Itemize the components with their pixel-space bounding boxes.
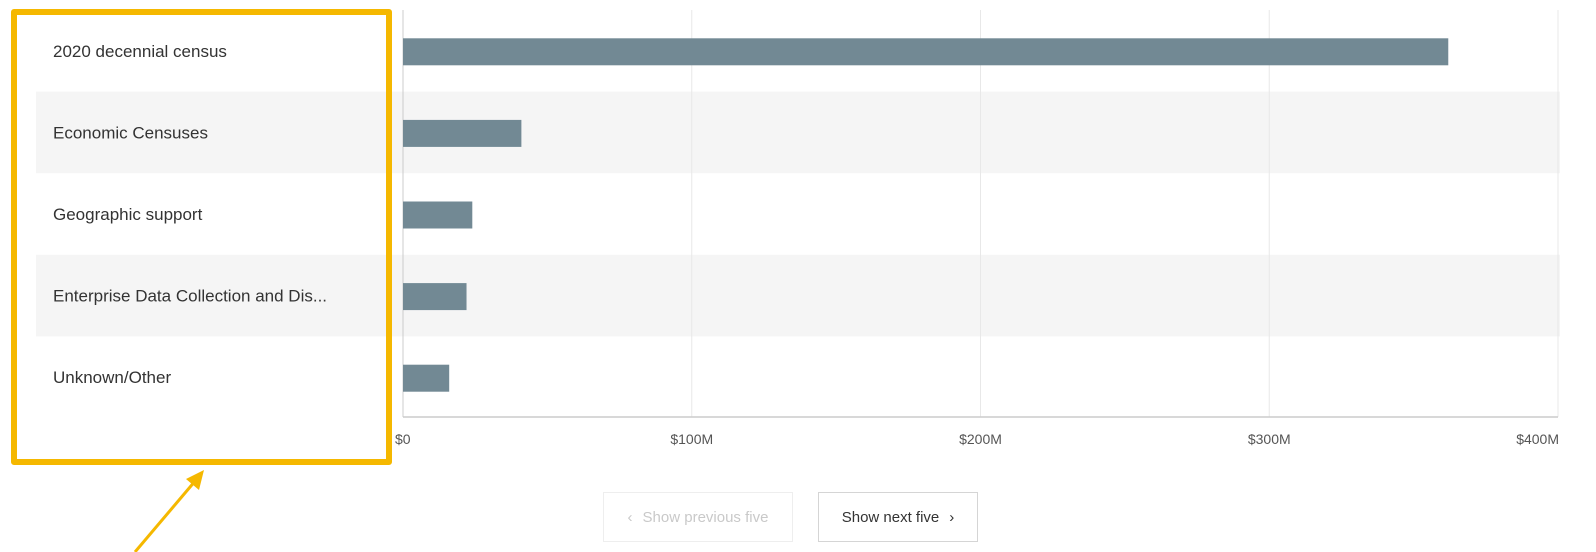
x-tick-label: $300M — [1248, 431, 1291, 447]
category-label: Geographic support — [53, 205, 203, 224]
x-tick-label: $100M — [670, 431, 713, 447]
category-label: Economic Censuses — [53, 123, 208, 142]
bar — [403, 201, 473, 229]
show-next-five-button[interactable]: Show next five › — [818, 492, 978, 542]
show-previous-five-label: Show previous five — [642, 508, 769, 526]
arrow-shaft — [133, 479, 198, 552]
highlight-box — [11, 9, 392, 465]
chevron-right-icon: › — [949, 508, 955, 526]
x-tick-label: $0 — [395, 431, 411, 447]
bar — [403, 38, 1449, 66]
bar — [403, 283, 467, 311]
category-label: 2020 decennial census — [53, 42, 227, 61]
row-band — [36, 254, 1560, 337]
category-label: Unknown/Other — [53, 368, 171, 387]
x-tick-label: $400M — [1516, 431, 1559, 447]
chevron-left-icon: ‹ — [627, 508, 633, 526]
bar — [403, 364, 450, 392]
bar-chart: 2020 decennial census Economic Censuses Ge… — [36, 10, 1560, 447]
show-previous-five-button[interactable]: ‹ Show previous five — [603, 492, 793, 542]
row-band — [36, 91, 1560, 174]
bar — [403, 119, 522, 147]
x-tick-label: $200M — [959, 431, 1002, 447]
category-label: Enterprise Data Collection and Dis... — [53, 287, 327, 306]
show-next-five-label: Show next five — [841, 508, 940, 526]
arrow-head — [186, 470, 204, 490]
